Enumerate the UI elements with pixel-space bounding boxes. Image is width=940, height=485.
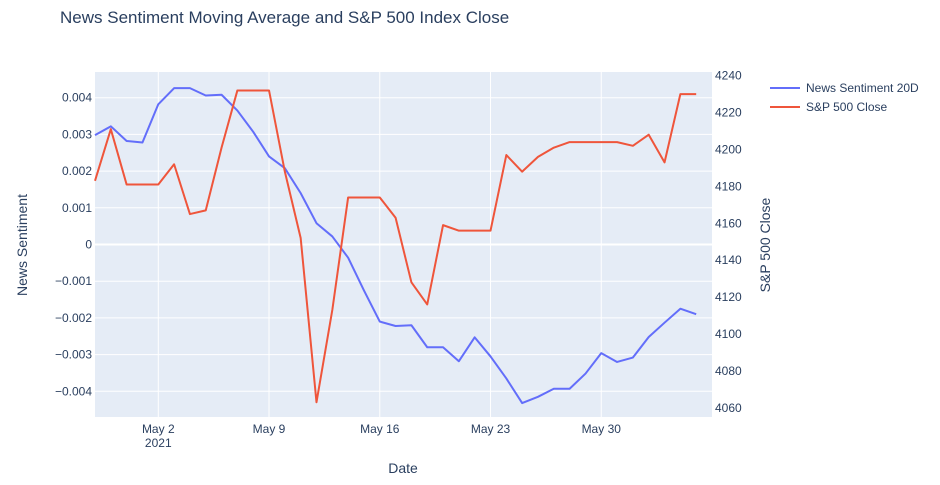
right-tick-label: 4160	[715, 216, 742, 230]
right-tick-label: 4120	[715, 290, 742, 304]
left-tick-label: 0.004	[62, 91, 92, 105]
right-tick-label: 4080	[715, 364, 742, 378]
legend: News Sentiment 20D S&P 500 Close	[770, 81, 919, 114]
left-tick-label: −0.003	[55, 348, 92, 362]
series-layer	[94, 87, 697, 405]
x-axis-title: Date	[388, 460, 418, 476]
left-tick-label: −0.004	[55, 384, 92, 398]
right-tick-label: 4220	[715, 106, 742, 120]
x-tick-sublabel: 2021	[145, 436, 172, 450]
left-tick-label: 0.001	[62, 201, 92, 215]
chart-title: News Sentiment Moving Average and S&P 50…	[60, 8, 509, 27]
right-tick-label: 4060	[715, 401, 742, 415]
right-axis-ticks: 4060 4080 4100 4120 4140 4160 4180 4200 4220 4240	[715, 69, 742, 415]
right-tick-label: 4180	[715, 179, 742, 193]
x-tick-label: May 9	[253, 422, 286, 436]
left-tick-label: 0	[85, 238, 92, 252]
left-tick-label: −0.001	[55, 274, 92, 288]
grid	[95, 72, 712, 417]
x-tick-label: May 2	[142, 422, 175, 436]
legend-label: News Sentiment 20D	[806, 81, 919, 95]
x-tick-label: May 23	[471, 422, 511, 436]
x-tick-label: May 30	[582, 422, 622, 436]
legend-label: S&P 500 Close	[806, 100, 887, 114]
left-tick-label: 0.002	[62, 164, 92, 178]
left-tick-label: 0.003	[62, 127, 92, 141]
right-tick-label: 4100	[715, 327, 742, 341]
series-line-2	[94, 89, 697, 404]
left-axis-title: News Sentiment	[14, 194, 30, 296]
right-tick-label: 4200	[715, 142, 742, 156]
series-line-1	[94, 87, 697, 405]
left-axis-ticks: −0.004 −0.003 −0.002 −0.001 0 0.001 0.002 0.003…	[55, 91, 92, 399]
left-tick-label: −0.002	[55, 311, 92, 325]
x-tick-label: May 16	[360, 422, 400, 436]
right-tick-label: 4240	[715, 69, 742, 83]
right-axis-title: S&P 500 Close	[757, 197, 773, 292]
right-tick-label: 4140	[715, 253, 742, 267]
